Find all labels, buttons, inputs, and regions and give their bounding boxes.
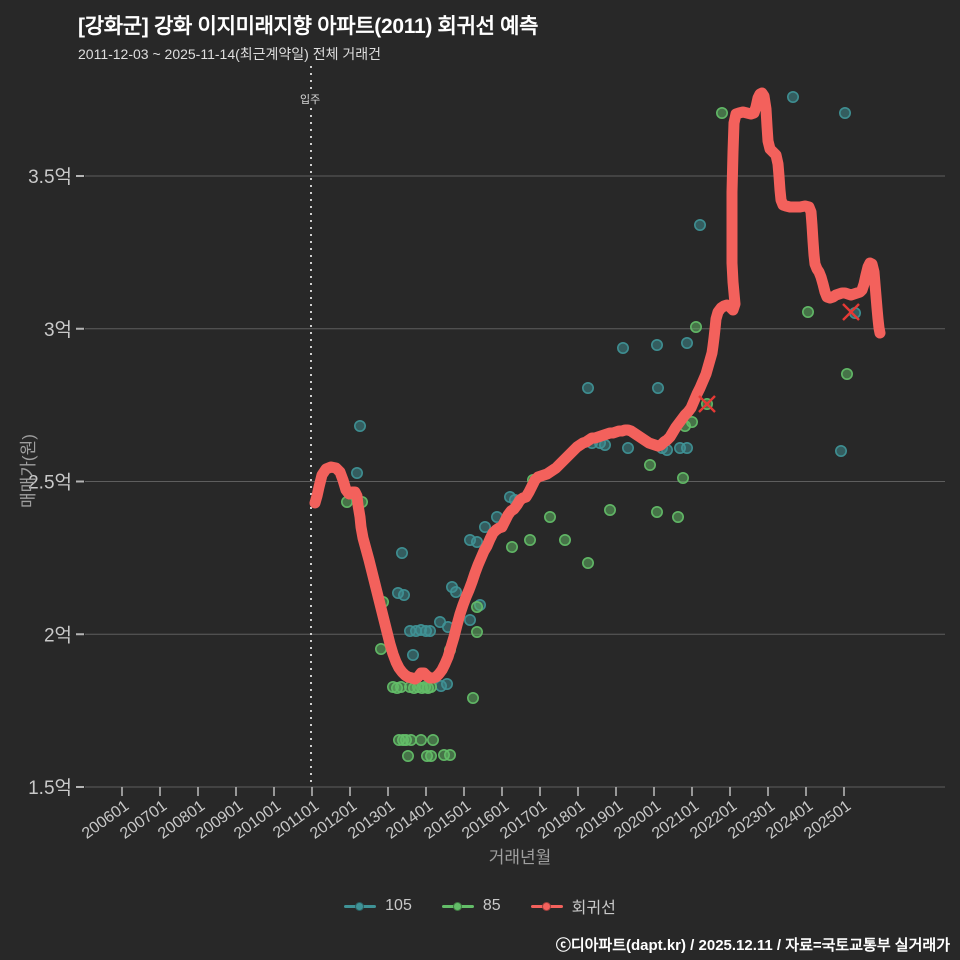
data-point-105 bbox=[834, 444, 847, 457]
y-axis-title: 매매가(원) bbox=[19, 434, 38, 508]
recent-contract-x-icon bbox=[842, 303, 860, 321]
recent-contract-x-icon bbox=[698, 395, 716, 413]
data-point-105 bbox=[397, 588, 410, 601]
data-point-85 bbox=[650, 505, 663, 518]
data-point-105 bbox=[478, 520, 491, 533]
data-point-85 bbox=[505, 540, 518, 553]
x-axis-title: 거래년월 bbox=[488, 848, 552, 867]
data-point-85 bbox=[470, 625, 483, 638]
legend-marker-85-icon bbox=[441, 901, 474, 912]
data-point-105 bbox=[786, 91, 799, 104]
data-point-105 bbox=[651, 381, 664, 394]
data-point-105 bbox=[616, 341, 629, 354]
data-point-105 bbox=[463, 613, 476, 626]
data-point-105 bbox=[350, 466, 363, 479]
chart-title: [강화군] 강화 이지미래지향 아파트(2011) 회귀선 예측 bbox=[78, 15, 539, 38]
data-point-85 bbox=[470, 600, 483, 613]
regression-line bbox=[309, 87, 886, 685]
data-point-105 bbox=[693, 219, 706, 232]
data-point-85 bbox=[374, 642, 387, 655]
data-point-105 bbox=[680, 336, 693, 349]
data-point-85 bbox=[581, 556, 594, 569]
data-point-85 bbox=[689, 320, 702, 333]
data-point-85 bbox=[558, 533, 571, 546]
data-point-105 bbox=[621, 441, 634, 454]
data-point-105 bbox=[440, 677, 453, 690]
data-point-85 bbox=[401, 749, 414, 762]
y-tick-label: 2.5억 bbox=[28, 472, 72, 494]
data-point-105 bbox=[406, 648, 419, 661]
data-point-85 bbox=[643, 458, 656, 471]
data-point-105 bbox=[650, 338, 663, 351]
legend-label-85: 85 bbox=[482, 897, 501, 914]
legend-label-105: 105 bbox=[385, 897, 412, 914]
legend-label-regression: 회귀선 bbox=[571, 900, 616, 917]
chart-legend: 105 85 회귀선 bbox=[0, 894, 960, 918]
data-point-85 bbox=[715, 107, 728, 120]
data-point-85 bbox=[840, 367, 853, 380]
data-point-105 bbox=[395, 546, 408, 559]
data-point-105 bbox=[581, 381, 594, 394]
legend-item-105: 105 bbox=[344, 897, 412, 915]
watermark-source-text: ⓒ디아파트(dapt.kr) / 2025.12.11 / 자료=국토교통부 실… bbox=[555, 937, 950, 954]
data-point-85 bbox=[543, 510, 556, 523]
data-point-85 bbox=[603, 503, 616, 516]
data-point-85 bbox=[466, 691, 479, 704]
data-point-85 bbox=[676, 471, 689, 484]
data-point-105 bbox=[470, 535, 483, 548]
data-point-85 bbox=[426, 733, 439, 746]
y-tick-label: 3억 bbox=[44, 319, 72, 341]
y-tick-label: 2억 bbox=[44, 624, 72, 646]
data-point-85 bbox=[404, 733, 417, 746]
data-point-85 bbox=[443, 748, 456, 761]
chart-subtitle: 2011-12-03 ~ 2025-11-14(최근계약일) 전체 거래건 bbox=[78, 46, 382, 62]
data-point-105 bbox=[423, 624, 436, 637]
y-tick-label: 1.5억 bbox=[28, 777, 72, 799]
data-point-85 bbox=[414, 733, 427, 746]
data-point-85 bbox=[523, 533, 536, 546]
data-point-85 bbox=[424, 749, 437, 762]
data-point-85 bbox=[801, 305, 814, 318]
y-tick-label: 3.5억 bbox=[28, 166, 72, 188]
data-point-85 bbox=[685, 415, 698, 428]
move-in-annotation: 입주 bbox=[299, 90, 322, 108]
data-point-105 bbox=[838, 107, 851, 120]
legend-item-85: 85 bbox=[441, 897, 501, 915]
data-point-105 bbox=[449, 585, 462, 598]
legend-marker-regression-icon bbox=[530, 901, 563, 912]
legend-item-regression: 회귀선 bbox=[530, 894, 616, 918]
legend-marker-105-icon bbox=[344, 901, 377, 912]
data-point-85 bbox=[671, 510, 684, 523]
data-point-105 bbox=[680, 441, 693, 454]
data-point-105 bbox=[353, 419, 366, 432]
